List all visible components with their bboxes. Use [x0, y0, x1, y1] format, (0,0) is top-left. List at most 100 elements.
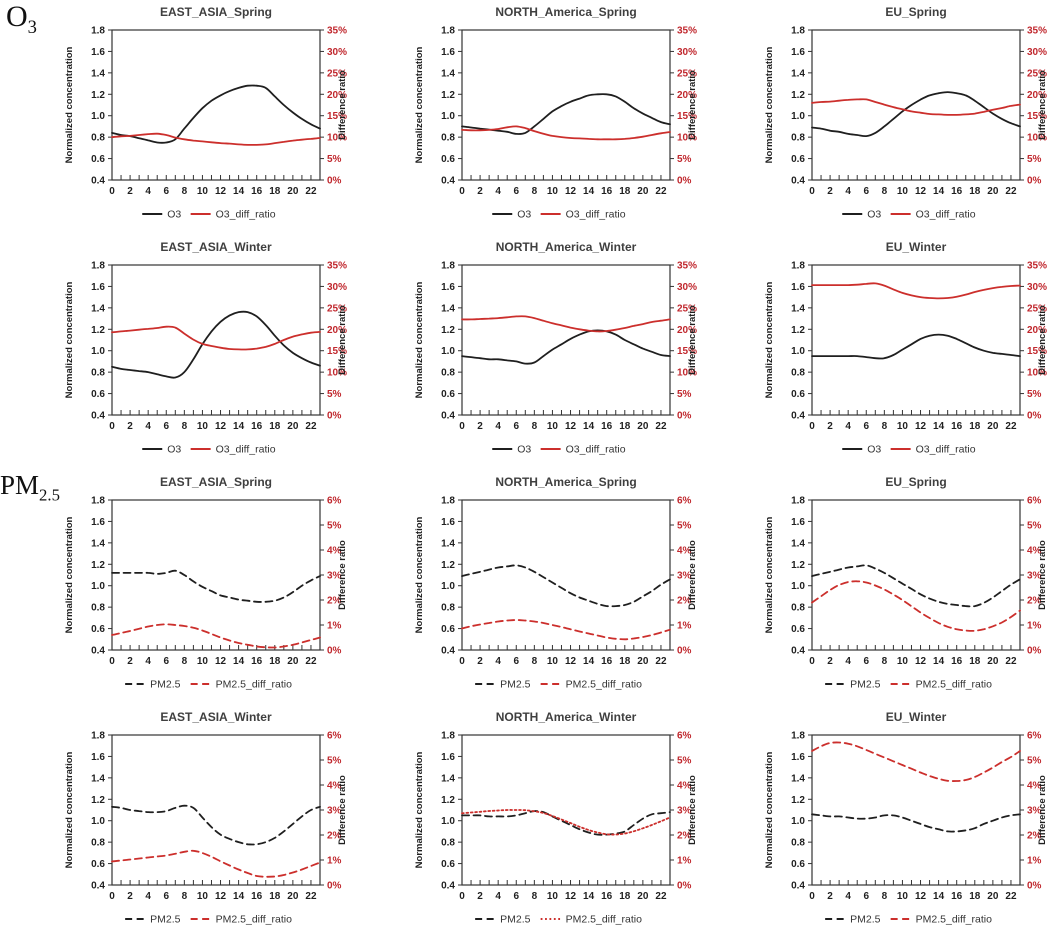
right-tick-label: 30% — [1027, 282, 1047, 293]
right-tick-label: 6% — [677, 496, 692, 507]
series-line-O3 — [461, 93, 671, 135]
x-tick-label: 14 — [233, 891, 245, 902]
x-tick-label: 22 — [655, 186, 667, 197]
right-tick-label: 20% — [327, 90, 347, 101]
right-tick-label: 5% — [677, 154, 692, 165]
x-tick-label: 8 — [532, 656, 538, 667]
left-tick-label: 0.8 — [91, 368, 105, 379]
right-axis-title: Difference ratio — [687, 305, 698, 375]
x-tick-label: 14 — [583, 656, 595, 667]
x-tick-label: 4 — [145, 186, 151, 197]
chart-title: NORTH_America_Winter — [496, 710, 637, 724]
x-tick-label: 20 — [287, 421, 299, 432]
series-line-O3_diff_ratio — [111, 132, 321, 146]
left-tick-label: 1.8 — [441, 261, 455, 272]
left-tick-label: 1.0 — [791, 111, 805, 122]
series-line-PM2.5 — [111, 569, 321, 603]
legend-label-PM2.5: PM2.5 — [150, 914, 181, 926]
chart-title: EU_Winter — [886, 240, 947, 254]
legend-label-PM2.5: PM2.5 — [500, 679, 531, 691]
left-tick-label: 1.2 — [441, 795, 455, 806]
x-tick-label: 2 — [827, 186, 833, 197]
right-axis-title: Difference ratio — [337, 540, 348, 610]
left-tick-label: 0.6 — [791, 859, 805, 870]
x-tick-label: 12 — [215, 891, 227, 902]
x-tick-label: 0 — [109, 421, 115, 432]
left-tick-label: 0.8 — [441, 368, 455, 379]
left-tick-label: 0.6 — [91, 859, 105, 870]
left-tick-label: 1.4 — [91, 303, 105, 314]
left-tick-label: 0.6 — [791, 154, 805, 165]
legend: O3 O3_diff_ratio — [142, 209, 276, 221]
left-tick-label: 0.6 — [91, 154, 105, 165]
right-tick-label: 0% — [327, 411, 342, 422]
x-tick-label: 18 — [269, 421, 281, 432]
right-tick-label: 6% — [327, 731, 342, 742]
x-tick-label: 18 — [269, 656, 281, 667]
right-tick-label: 10% — [677, 133, 697, 144]
right-tick-label: 30% — [327, 47, 347, 58]
chart-title: EU_Winter — [886, 710, 947, 724]
x-tick-label: 4 — [495, 656, 501, 667]
left-tick-label: 0.6 — [91, 624, 105, 635]
x-tick-label: 22 — [305, 186, 317, 197]
x-tick-label: 22 — [1005, 421, 1017, 432]
left-tick-label: 0.8 — [791, 133, 805, 144]
x-tick-label: 0 — [459, 421, 465, 432]
left-tick-label: 0.6 — [441, 389, 455, 400]
left-axis-title: Normalized concentration — [764, 751, 775, 868]
x-tick-label: 10 — [547, 421, 559, 432]
left-tick-label: 1.8 — [441, 731, 455, 742]
left-axis-title: Normalized concentration — [64, 751, 75, 868]
right-tick-label: 15% — [1027, 346, 1047, 357]
chart-title: NORTH_America_Spring — [495, 5, 636, 19]
left-tick-label: 1.0 — [791, 581, 805, 592]
series-line-O3 — [461, 329, 671, 365]
left-tick-label: 1.4 — [791, 303, 805, 314]
right-tick-label: 20% — [677, 90, 697, 101]
x-tick-label: 6 — [863, 421, 869, 432]
right-tick-label: 5% — [327, 521, 342, 532]
right-tick-label: 5% — [1027, 756, 1042, 767]
left-tick-label: 1.2 — [791, 795, 805, 806]
right-axis-title: Difference ratio — [687, 775, 698, 845]
series-line-PM2.5 — [811, 813, 1021, 833]
x-tick-label: 4 — [145, 656, 151, 667]
legend: O3 O3_diff_ratio — [142, 444, 276, 456]
right-tick-label: 20% — [327, 325, 347, 336]
series-line-PM2.5_diff_ratio — [111, 849, 321, 878]
x-tick-label: 20 — [287, 656, 299, 667]
left-tick-label: 1.0 — [91, 816, 105, 827]
left-tick-label: 0.6 — [91, 389, 105, 400]
x-tick-label: 0 — [809, 656, 815, 667]
left-tick-label: 1.6 — [91, 517, 105, 528]
left-tick-label: 1.2 — [791, 90, 805, 101]
x-tick-label: 18 — [969, 656, 981, 667]
legend-label-O3: O3 — [167, 444, 181, 456]
plot-frame — [811, 734, 1021, 886]
right-tick-label: 10% — [327, 133, 347, 144]
x-tick-label: 6 — [513, 421, 519, 432]
legend-label-PM2.5: PM2.5 — [150, 679, 181, 691]
right-tick-label: 0% — [1027, 881, 1042, 892]
right-tick-label: 4% — [327, 546, 342, 557]
series-line-PM2.5_diff_ratio — [811, 580, 1021, 632]
series-line-O3_diff_ratio — [811, 98, 1021, 116]
right-tick-label: 1% — [327, 856, 342, 867]
left-tick-label: 1.6 — [791, 282, 805, 293]
right-tick-label: 0% — [327, 176, 342, 187]
right-tick-label: 35% — [677, 26, 697, 37]
right-tick-label: 4% — [677, 781, 692, 792]
left-tick-label: 1.6 — [91, 752, 105, 763]
chart-title: NORTH_America_Spring — [495, 475, 636, 489]
right-tick-label: 0% — [327, 881, 342, 892]
legend-label-PM2.5_diff_ratio: PM2.5_diff_ratio — [916, 914, 992, 926]
left-tick-label: 1.0 — [91, 581, 105, 592]
x-tick-label: 18 — [969, 421, 981, 432]
right-tick-label: 3% — [1027, 571, 1042, 582]
x-tick-label: 6 — [163, 421, 169, 432]
series-line-O3 — [111, 310, 321, 379]
left-tick-label: 1.4 — [441, 773, 455, 784]
left-axis-title: Normalized concentration — [64, 516, 75, 633]
left-tick-label: 1.4 — [91, 68, 105, 79]
